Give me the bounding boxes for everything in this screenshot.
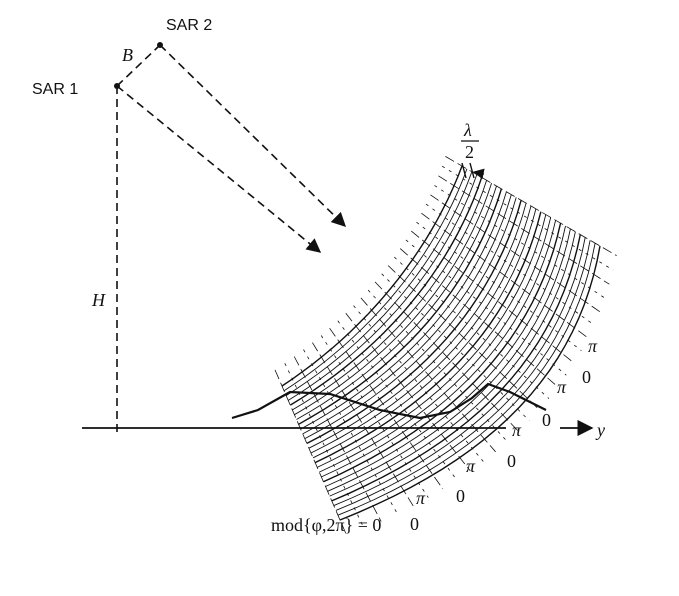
fringe-line: [339, 245, 601, 521]
half-wavelength-arrow-right: [472, 168, 485, 180]
fringe-line: [333, 237, 586, 507]
height-label: H: [91, 290, 106, 310]
fringe-label: 0: [410, 514, 419, 534]
fringe-line: [304, 197, 517, 439]
fringe-line: [312, 208, 537, 459]
fringe-label: 0: [456, 486, 465, 506]
phase-contour-line: [425, 203, 595, 326]
phase-contour-line: [320, 335, 429, 498]
phase-contour-line: [441, 165, 614, 271]
fringe-label: π: [588, 336, 598, 356]
phase-contour-line: [416, 221, 582, 352]
fringe-line: [329, 231, 576, 497]
sar2-label: SAR 2: [166, 17, 212, 34]
fringe-line: [281, 165, 463, 387]
sar1-look-ray: [116, 85, 322, 253]
phase-contour-line: [430, 194, 601, 313]
fringe-line: [321, 220, 557, 478]
fringe-line: [335, 240, 591, 511]
fringe-line: [302, 194, 512, 435]
y-axis-label: y: [595, 420, 605, 440]
phase-contour-line: [337, 320, 458, 481]
fringe-line: [296, 185, 497, 420]
phase-contour-line: [421, 212, 589, 339]
fringe-line: [300, 191, 507, 430]
fringe-line: [327, 228, 571, 492]
phase-contour-line: [438, 175, 610, 285]
fringe-line: [337, 243, 596, 516]
fringe-line: [325, 225, 566, 487]
fringe-line: [323, 222, 562, 483]
fringe-label: 0: [582, 367, 591, 387]
fringe-label: π: [466, 456, 476, 476]
phase-contour-line: [387, 265, 540, 411]
phase-contour-line: [274, 369, 348, 537]
phase-formula-caption: mod{φ,2π} = 0: [271, 515, 381, 535]
fringe-line: [287, 174, 478, 401]
phase-contour-line: [293, 356, 382, 522]
fringe-label: 0: [542, 410, 551, 430]
fringe-line: [292, 180, 488, 411]
fringe-line: [317, 214, 547, 468]
phase-contour-line: [405, 239, 567, 376]
phase-contour-line: [284, 363, 365, 530]
fringe-line: [289, 177, 483, 406]
half-wavelength-denominator: 2: [465, 142, 474, 162]
interference-fringe-pattern: [274, 156, 617, 537]
phase-contour-line: [367, 289, 508, 442]
fringe-line: [283, 168, 468, 392]
half-wavelength-numerator: λ: [463, 120, 472, 140]
phase-contour-line: [394, 256, 550, 399]
fringe-line: [285, 171, 473, 396]
sar1-label: SAR 1: [32, 81, 78, 98]
sar2-look-ray: [159, 44, 347, 228]
phase-contour-line: [434, 185, 606, 299]
phase-contour-line: [360, 297, 496, 453]
baseline-line: [116, 44, 161, 87]
baseline-label: B: [122, 45, 133, 65]
phase-contour-line: [345, 313, 471, 472]
fringe-label: π: [416, 488, 426, 508]
fringe-line: [294, 182, 493, 416]
fringe-line: [319, 217, 552, 473]
phase-contour-line: [374, 281, 519, 432]
fringe-line: [314, 211, 542, 464]
phase-contour-line: [312, 342, 414, 507]
phase-contour-line: [353, 305, 484, 462]
phase-contour-line: [381, 273, 530, 421]
fringe-label: 0: [507, 451, 516, 471]
phase-contour-line: [329, 327, 444, 490]
fringe-label: π: [512, 420, 522, 440]
fringe-line: [298, 188, 503, 425]
phase-contour-line: [399, 248, 559, 388]
phase-contour-line: [411, 230, 575, 364]
terrain-profile: [231, 382, 547, 420]
fringe-line: [306, 200, 522, 445]
half-wavelength-tick-left: [461, 162, 467, 179]
fringe-label: π: [557, 377, 567, 397]
